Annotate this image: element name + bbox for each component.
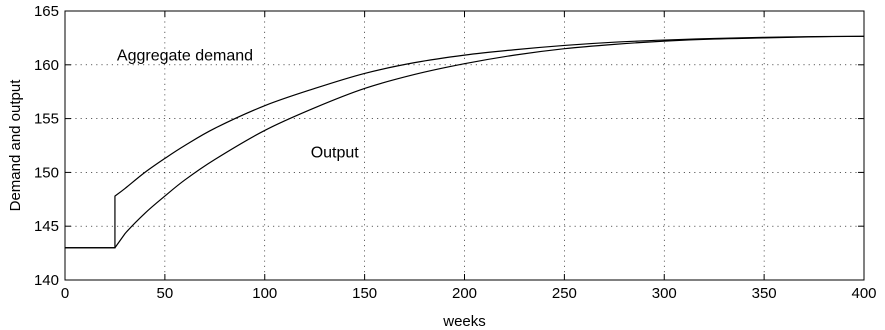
annotation-label: Output [311, 144, 360, 161]
y-tick-label: 145 [34, 218, 59, 235]
series-lines [65, 35, 865, 249]
x-tick-label: 0 [61, 285, 69, 302]
axis-ticks: 0 50 100 150 200 250 300 350 400 140 145 150 155 160 1… [34, 3, 877, 302]
x-axis-label: weeks [442, 313, 486, 330]
y-tick-label: 165 [34, 3, 59, 20]
annotation-label: Aggregate demand [117, 47, 253, 64]
y-tick-label: 140 [34, 272, 59, 289]
x-tick-label: 400 [851, 285, 876, 302]
y-tick-label: 150 [34, 164, 59, 181]
series-line-output [65, 35, 865, 249]
x-tick-label: 150 [352, 285, 377, 302]
x-tick-label: 100 [252, 285, 277, 302]
annotations: Aggregate demand Output [117, 47, 359, 161]
y-tick-label: 155 [34, 111, 59, 128]
x-tick-label: 200 [452, 285, 477, 302]
y-tick-label: 160 [34, 57, 59, 74]
x-tick-label: 300 [652, 285, 677, 302]
x-tick-label: 250 [552, 285, 577, 302]
x-tick-label: 350 [752, 285, 777, 302]
x-tick-label: 50 [157, 285, 174, 302]
grid-lines [65, 11, 864, 280]
y-axis-label: Demand and output [7, 79, 24, 212]
